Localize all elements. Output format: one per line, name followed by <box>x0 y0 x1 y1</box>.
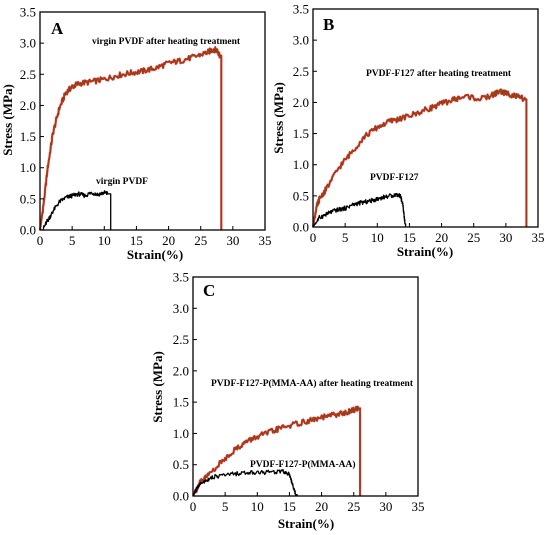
panel-a-xtick-label-3: 15 <box>130 233 143 248</box>
panel-b-ytick-label-5: 2.5 <box>293 64 309 79</box>
panel-a-xtick-label-7: 35 <box>259 233 272 248</box>
panel-a-xtick-label-6: 30 <box>226 233 239 248</box>
panel-a-ytick-label-2: 1.0 <box>20 160 36 175</box>
panel-a-xlabel: Strain(%) <box>127 247 183 262</box>
panel-b-xtick-label-5: 25 <box>467 230 480 245</box>
panel-a-series-label-1: virgin PVDF <box>96 177 148 187</box>
panel-b-series-label-0: PVDF-F127 after heating treatment <box>366 69 512 79</box>
panel-b-ytick-label-6: 3.0 <box>293 33 309 48</box>
panel-a-ytick-label-7: 3.5 <box>20 5 36 20</box>
panel-c-series-0-line <box>192 406 361 497</box>
panel-c-letter: C <box>203 281 215 300</box>
panel-b-series-label-1: PVDF-F127 <box>370 173 419 183</box>
panel-b: B 0 5 10 15 20 25 30 35 0.0 0.5 1.0 1.5 2.0 2.5 3.0 3.5… <box>271 2 545 260</box>
panel-a-ylabel: Stress (MPa) <box>0 84 15 156</box>
panel-c-xtick-label-3: 15 <box>283 499 296 514</box>
panel-a-series-1-line <box>42 190 112 231</box>
panel-a-xtick-label-5: 25 <box>194 233 207 248</box>
panel-c-ytick-label-6: 3.0 <box>173 301 189 316</box>
panel-b-xtick-label-0: 0 <box>310 230 317 245</box>
panel-a-xtick-label-2: 10 <box>98 233 111 248</box>
panel-c-xtick-label-1: 5 <box>222 499 229 514</box>
panel-b-series-1-line <box>312 192 407 228</box>
panel-c-ytick-label-4: 2.0 <box>173 363 189 378</box>
panel-b-ytick-label-2: 1.0 <box>293 157 309 172</box>
panel-c-series-label-0: PVDF-F127-P(MMA-AA) after heating treatm… <box>211 378 414 389</box>
panel-c: C 0 5 10 15 20 25 30 35 0.0 0.5 1.0 1.5 2.0 2.5 3.0 3.5… <box>150 270 425 532</box>
panel-a-xtick-label-0: 0 <box>37 233 44 248</box>
panel-b-xtick-label-1: 5 <box>342 230 349 245</box>
panel-b-xtick-label-2: 10 <box>371 230 384 245</box>
panel-a-ytick-label-4: 2.0 <box>20 98 36 113</box>
panel-b-series-0-line <box>312 88 527 228</box>
panel-b-xtick-label-3: 15 <box>403 230 416 245</box>
panel-a-ytick-label-5: 2.5 <box>20 67 36 82</box>
panel-b-xlabel: Strain(%) <box>397 244 453 259</box>
panel-a-ytick-label-1: 0.5 <box>20 191 36 206</box>
panel-b-xtick-label-7: 35 <box>532 230 545 245</box>
panel-c-ytick-label-3: 1.5 <box>173 395 189 410</box>
panel-c-xtick-label-6: 30 <box>379 499 392 514</box>
panel-a-ytick-label-6: 3.0 <box>20 36 36 51</box>
panel-a: A 0 5 10 15 20 25 30 35 0.0 0.5 1.0 1.5 2.0 2.5 3.0 3.5… <box>0 5 272 263</box>
panel-c-ylabel: Stress (MPa) <box>150 351 165 423</box>
panel-b-ytick-label-1: 0.5 <box>293 188 309 203</box>
panel-a-xtick-label-4: 20 <box>162 233 175 248</box>
panel-b-xtick-label-6: 30 <box>499 230 512 245</box>
panel-c-ytick-label-5: 2.5 <box>173 332 189 347</box>
panel-c-xtick-label-0: 0 <box>190 499 197 514</box>
panel-b-ytick-label-3: 1.5 <box>293 126 309 141</box>
panel-b-xtick-label-4: 20 <box>435 230 448 245</box>
panel-a-plot-frame <box>39 11 266 231</box>
panel-c-series-1-line <box>192 468 298 497</box>
panel-b-ytick-label-7: 3.5 <box>293 2 309 17</box>
panel-a-xtick-label-1: 5 <box>69 233 76 248</box>
panel-c-xlabel: Strain(%) <box>278 516 334 531</box>
panel-a-ytick-label-3: 1.5 <box>20 129 36 144</box>
panel-c-ytick-label-7: 3.5 <box>173 270 189 285</box>
panel-a-series-0-line <box>39 46 222 231</box>
panel-b-ylabel: Stress (MPa) <box>271 82 286 154</box>
panel-c-series-label-1: PVDF-F127-P(MMA-AA) <box>250 459 356 470</box>
panel-b-letter: B <box>323 15 334 34</box>
panel-c-ytick-label-2: 1.0 <box>173 426 189 441</box>
panel-c-xtick-label-4: 20 <box>315 499 328 514</box>
panel-a-ytick-label-0: 0.0 <box>20 223 36 238</box>
panel-b-ytick-label-0: 0.0 <box>293 220 309 235</box>
panel-b-ytick-label-4: 2.0 <box>293 95 309 110</box>
panel-c-ytick-label-0: 0.0 <box>173 489 189 504</box>
panel-a-series-label-0: virgin PVDF after heating treatment <box>92 37 241 47</box>
panel-c-xtick-label-5: 25 <box>347 499 360 514</box>
panel-c-xtick-label-7: 35 <box>412 499 425 514</box>
panel-c-plot-frame <box>192 276 419 497</box>
panel-c-xtick-label-2: 10 <box>251 499 264 514</box>
panel-a-letter: A <box>51 19 64 38</box>
panel-c-ytick-label-1: 0.5 <box>173 457 189 472</box>
panel-b-plot-frame <box>312 8 539 228</box>
